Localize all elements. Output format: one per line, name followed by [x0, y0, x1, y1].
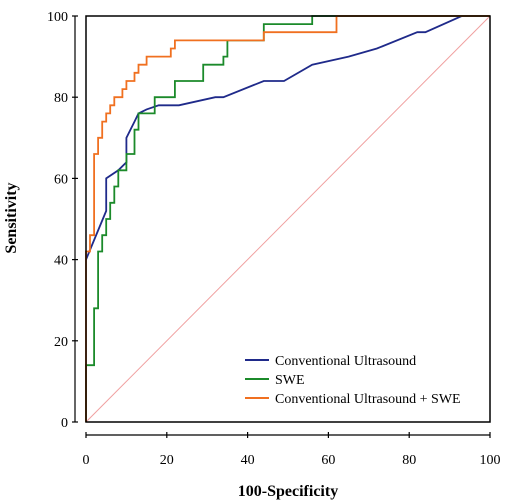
ticks-layer: 0 20 40 60 80 100 0 20 40 60 80 100: [47, 10, 501, 468]
legend: Conventional Ultrasound SWE Conventional U…: [245, 354, 461, 407]
y-tick-label: 80: [54, 91, 68, 106]
series-layer: [85, 15, 490, 422]
legend-label: SWE: [275, 373, 305, 388]
reference-diagonal-layer: [85, 15, 491, 423]
x-tick-label: 60: [321, 453, 335, 468]
y-tick-label: 60: [54, 172, 68, 187]
series-line-1: [85, 15, 490, 260]
y-axis-title: Sensitivity: [3, 182, 20, 253]
series-line-2: [85, 15, 490, 422]
reference-diagonal-line: [85, 15, 491, 423]
series-line-3: [85, 15, 490, 422]
x-tick-label: 80: [402, 453, 416, 468]
x-tick-label: 20: [160, 453, 174, 468]
y-tick-label: 100: [47, 10, 68, 25]
x-axis-title: 100-Specificity: [238, 483, 338, 500]
y-tick-label: 20: [54, 335, 68, 350]
y-tick-label: 0: [61, 416, 68, 431]
legend-label: Conventional Ultrasound + SWE: [275, 392, 461, 407]
plot-frame: [85, 15, 491, 423]
legend-label: Conventional Ultrasound: [275, 354, 416, 369]
x-tick-label: 0: [83, 453, 90, 468]
y-tick-label: 40: [54, 254, 68, 269]
axes-layer: [85, 15, 491, 423]
x-tick-label: 100: [480, 453, 501, 468]
x-tick-label: 40: [241, 453, 255, 468]
